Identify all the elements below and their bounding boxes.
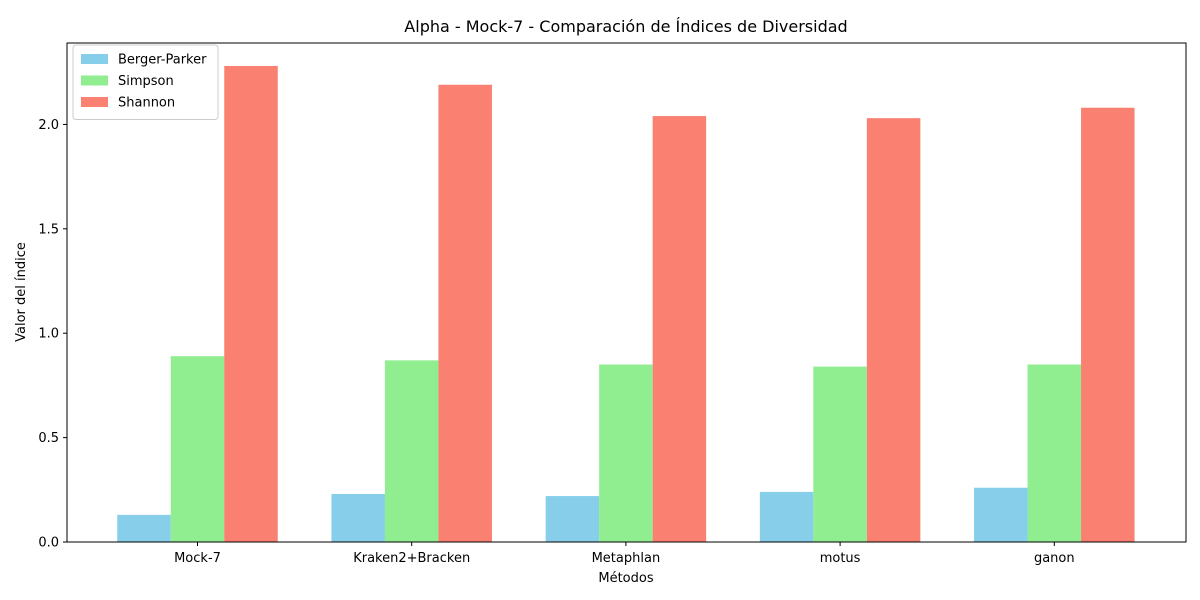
- x-tick-label: Kraken2+Bracken: [353, 551, 470, 566]
- bar-simpson-ganon: [1027, 364, 1082, 542]
- bar-shannon-kraken2-bracken: [438, 84, 492, 542]
- y-tick-label: 1.0: [38, 327, 59, 342]
- y-tick-label: 0.5: [38, 431, 59, 446]
- legend-box: [72, 44, 219, 120]
- legend-label: Simpson: [118, 74, 174, 89]
- y-axis-title: Valor del índice: [14, 242, 29, 342]
- x-tick-label: Metaphlan: [592, 551, 661, 566]
- bar-simpson-mock-7: [170, 356, 225, 542]
- bar-berger-parker-ganon: [974, 487, 1028, 542]
- legend-swatch: [81, 97, 108, 107]
- legend-swatch: [81, 75, 108, 86]
- plot-frame: [66, 42, 1187, 543]
- bar-simpson-kraken2-bracken: [384, 360, 439, 542]
- legend: Berger-Parker Simpson Shannon: [72, 44, 219, 120]
- bar-shannon-ganon: [1081, 107, 1135, 542]
- axes-layer: 0.0 0.5 1.0 1.5 2.0 Mock-7 Kraken2+Bracken Meta…: [38, 42, 1187, 566]
- x-tick-label: Mock-7: [174, 551, 221, 566]
- x-axis-title: Métodos: [598, 571, 653, 586]
- bar-simpson-metaphlan: [599, 364, 653, 542]
- bar-shannon-metaphlan: [652, 116, 707, 542]
- y-tick-label: 0.0: [38, 536, 59, 551]
- bar-berger-parker-kraken2-bracken: [331, 493, 385, 542]
- x-tick-label: ganon: [1034, 551, 1075, 566]
- bar-berger-parker-motus: [759, 491, 814, 542]
- bar-simpson-motus: [813, 366, 867, 542]
- chart-title: Alpha - Mock-7 - Comparación de Índices …: [404, 17, 847, 36]
- legend-label: Shannon: [118, 96, 175, 111]
- x-tick-label: motus: [820, 551, 861, 566]
- y-tick-label: 1.5: [38, 222, 59, 237]
- bar-shannon-mock-7: [224, 65, 278, 542]
- bar-berger-parker-mock-7: [117, 514, 171, 542]
- y-tick-label: 2.0: [38, 118, 59, 133]
- legend-swatch: [81, 54, 108, 64]
- bars-layer: [117, 65, 1135, 542]
- legend-label: Berger-Parker: [118, 53, 207, 68]
- bar-shannon-motus: [866, 118, 921, 542]
- bar-berger-parker-metaphlan: [545, 496, 600, 542]
